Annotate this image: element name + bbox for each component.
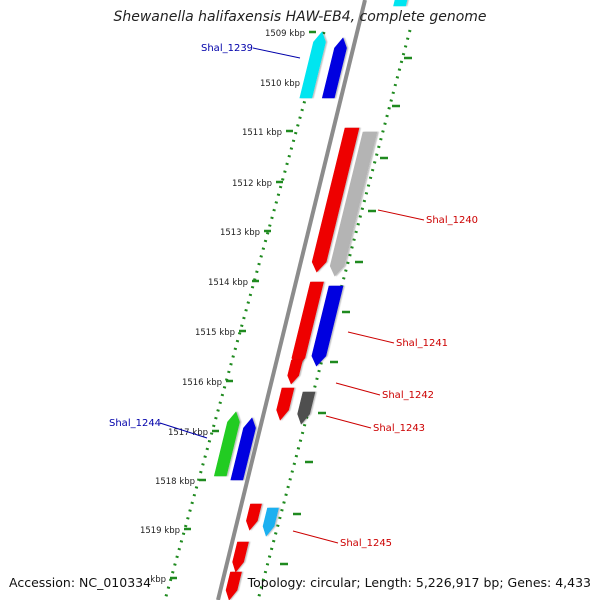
kbp-label: 1509 kbp bbox=[265, 29, 305, 39]
feature-blue-reverse-1 bbox=[311, 285, 344, 367]
gene-label-leader-line bbox=[292, 530, 339, 544]
kbp-label: 1519 kbp bbox=[140, 526, 180, 536]
feature-red-reverse-4 bbox=[276, 387, 295, 421]
gene-label-shal-1239[interactable]: Shal_1239 bbox=[201, 43, 253, 54]
gene-label-leader-line bbox=[335, 382, 381, 396]
kbp-label: 1511 kbp bbox=[242, 128, 282, 138]
feature-gray-reverse-1 bbox=[329, 131, 378, 277]
map-lane-background bbox=[160, 30, 410, 600]
kbp-label: 1512 kbp bbox=[232, 179, 272, 189]
feature-red-reverse-5 bbox=[246, 503, 262, 531]
gene-label-shal-1240[interactable]: Shal_1240 bbox=[426, 215, 478, 226]
map-frame bbox=[160, 0, 412, 600]
gene-label-shal-1243[interactable]: Shal_1243 bbox=[373, 423, 425, 434]
gene-label-shal-1244[interactable]: Shal_1244 bbox=[109, 418, 161, 429]
feature-lightblue-reverse-1 bbox=[262, 507, 279, 537]
kbp-tick-group bbox=[170, 30, 412, 580]
gene-label-line-group bbox=[159, 47, 425, 544]
kbp-label: 1514 kbp bbox=[208, 278, 248, 288]
genome-title: Shewanella halifaxensis HAW-EB4, complet… bbox=[113, 9, 487, 25]
gene-label-shal-1245[interactable]: Shal_1245 bbox=[340, 538, 392, 549]
genome-backbone bbox=[216, 0, 367, 600]
feature-darkgray-reverse-1 bbox=[297, 391, 316, 425]
kbp-label: 1510 kbp bbox=[260, 79, 300, 89]
feature-red-reverse-7 bbox=[225, 571, 242, 600]
kbp-label: 1517 kbp bbox=[168, 428, 208, 438]
kbp-label: kbp bbox=[150, 575, 166, 585]
gene-label-leader-line bbox=[377, 209, 425, 221]
accession-text: Accession: NC_010334 bbox=[9, 575, 152, 590]
kbp-label: 1516 kbp bbox=[182, 378, 222, 388]
feature-green-forward-1 bbox=[213, 411, 240, 477]
gene-feature-group bbox=[213, 0, 408, 600]
kbp-label-group: 1509 kbp 1510 kbp 1511 kbp 1512 kbp 1513 kbp… bbox=[140, 29, 305, 585]
feature-red-reverse-1 bbox=[311, 127, 360, 273]
kbp-label: 1518 kbp bbox=[155, 477, 195, 487]
gene-label-leader-line bbox=[252, 47, 301, 59]
topology-text: Topology: circular; Length: 5,226,917 bp… bbox=[247, 575, 591, 590]
gene-label-group: Shal_1239 Shal_1240 Shal_1241 Shal_1242 Shal… bbox=[109, 43, 478, 549]
feature-red-reverse-6 bbox=[232, 541, 249, 573]
gene-label-leader-line bbox=[347, 331, 395, 344]
kbp-label: 1515 kbp bbox=[195, 328, 235, 338]
feature-cyan-top-partial bbox=[393, 0, 408, 7]
feature-cyan-forward-1 bbox=[299, 31, 326, 99]
kbp-label: 1513 kbp bbox=[220, 228, 260, 238]
gene-label-leader-line bbox=[325, 415, 372, 429]
gene-label-leader-line bbox=[159, 422, 208, 439]
gene-label-shal-1242[interactable]: Shal_1242 bbox=[382, 390, 434, 401]
feature-red-reverse-3 bbox=[287, 359, 303, 385]
gene-label-shal-1241[interactable]: Shal_1241 bbox=[396, 338, 448, 349]
feature-blue-forward-2 bbox=[230, 417, 256, 481]
feature-blue-forward-1 bbox=[321, 37, 347, 99]
